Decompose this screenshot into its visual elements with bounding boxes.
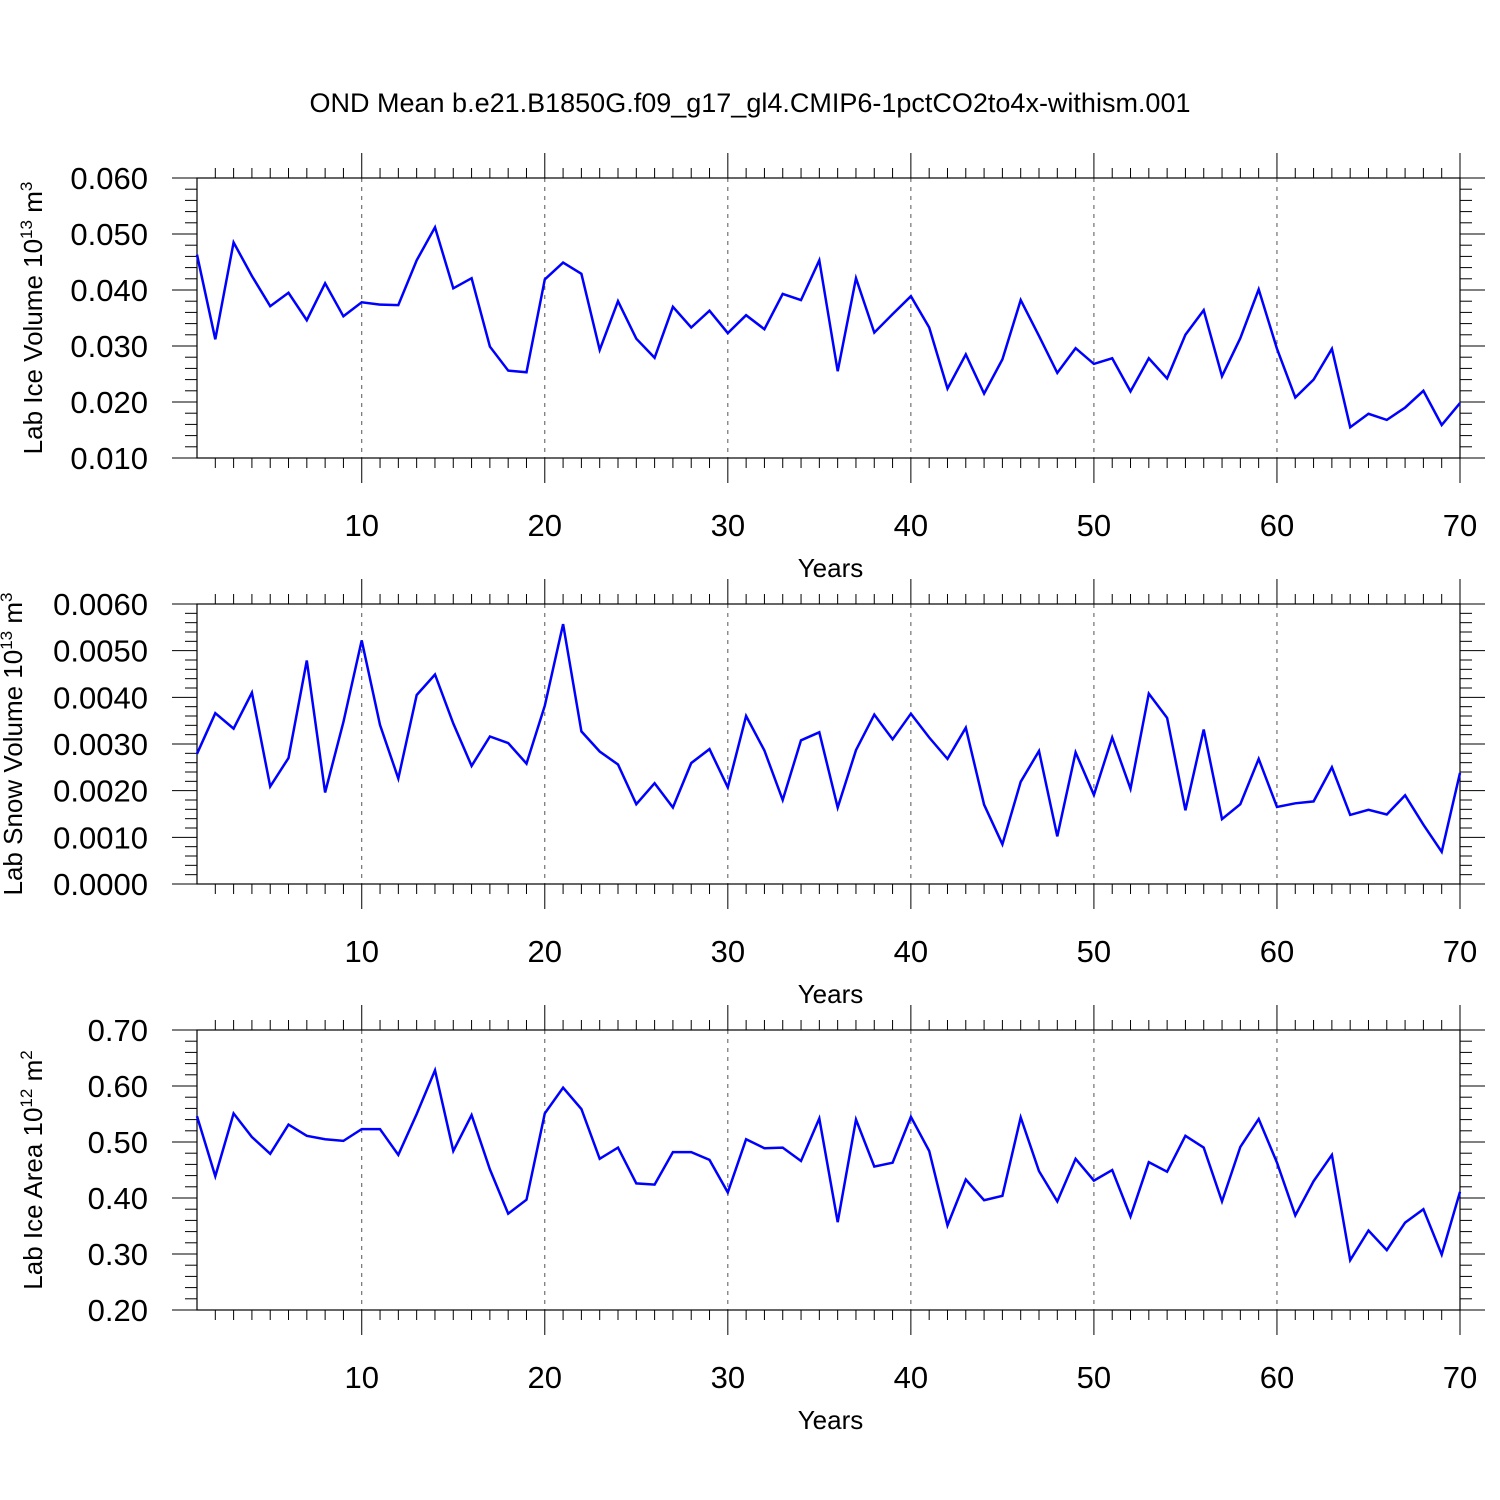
chart-title: OND Mean b.e21.B1850G.f09_g17_gl4.CMIP6-… — [309, 88, 1191, 118]
x-tick-label: 40 — [894, 934, 928, 969]
y-tick-label: 0.20 — [88, 1293, 148, 1328]
plot-frame — [196, 603, 1461, 885]
x-tick-label: 70 — [1443, 508, 1477, 543]
x-tick-label: 10 — [344, 934, 378, 969]
x-tick-label: 40 — [894, 1360, 928, 1395]
y-tick-label: 0.0010 — [53, 820, 148, 855]
x-tick-label: 50 — [1077, 1360, 1111, 1395]
y-tick-label: 0.0040 — [53, 680, 148, 715]
x-tick-label: 10 — [344, 1360, 378, 1395]
y-tick-label: 0.020 — [70, 385, 148, 420]
x-tick-label: 30 — [711, 1360, 745, 1395]
plot-frame — [196, 177, 1461, 459]
y-axis-title: Lab Ice Area 1012 m2 — [17, 1050, 48, 1289]
y-tick-label: 0.060 — [70, 161, 148, 196]
series-line — [195, 623, 1462, 855]
x-tick-label: 20 — [528, 508, 562, 543]
x-tick-label: 50 — [1077, 508, 1111, 543]
x-tick-label: 10 — [344, 508, 378, 543]
y-tick-label: 0.0060 — [53, 587, 148, 622]
x-tick-label: 70 — [1443, 1360, 1477, 1395]
series-line — [195, 1066, 1462, 1264]
x-tick-label: 30 — [711, 508, 745, 543]
x-axis-title: Years — [798, 1405, 864, 1435]
panel-1: 10 20 30 40 50 60 70 0.010 0.020 0.030 0.040 0.050 0… — [17, 153, 1485, 583]
y-tick-label: 0.0020 — [53, 774, 148, 809]
y-tick-label: 0.040 — [70, 273, 148, 308]
x-tick-label: 20 — [528, 934, 562, 969]
y-axis-title: Lab Ice Volume 1013 m3 — [17, 182, 48, 455]
y-tick-label: 0.030 — [70, 329, 148, 364]
panel-3: 10 20 30 40 50 60 70 0.20 0.30 0.40 0.50 0.60 0.70 Ye… — [17, 1005, 1485, 1435]
x-tick-label: 60 — [1260, 1360, 1294, 1395]
y-tick-label: 0.010 — [70, 441, 148, 476]
series-line — [195, 224, 1461, 430]
y-axis-title: Lab Snow Volume 1013 m3 — [0, 592, 28, 895]
x-tick-label: 40 — [894, 508, 928, 543]
y-tick-label: 0.0050 — [53, 634, 148, 669]
x-axis-title: Years — [798, 553, 864, 583]
y-tick-label: 0.050 — [70, 217, 148, 252]
y-tick-label: 0.60 — [88, 1069, 148, 1104]
x-tick-label: 60 — [1260, 508, 1294, 543]
x-tick-label: 30 — [711, 934, 745, 969]
y-tick-label: 0.0000 — [53, 867, 148, 902]
x-tick-label: 50 — [1077, 934, 1111, 969]
x-tick-label: 20 — [528, 1360, 562, 1395]
panel-2: 10 20 30 40 50 60 70 0.0000 0.0010 0.0020 0.0030 0.… — [0, 579, 1485, 1009]
y-tick-label: 0.0030 — [53, 727, 148, 762]
y-tick-label: 0.50 — [88, 1125, 148, 1160]
y-tick-label: 0.40 — [88, 1181, 148, 1216]
y-tick-label: 0.30 — [88, 1237, 148, 1272]
y-tick-label: 0.70 — [88, 1013, 148, 1048]
x-axis-title: Years — [798, 979, 864, 1009]
plot-frame — [196, 1029, 1461, 1311]
x-tick-label: 60 — [1260, 934, 1294, 969]
x-tick-label: 70 — [1443, 934, 1477, 969]
